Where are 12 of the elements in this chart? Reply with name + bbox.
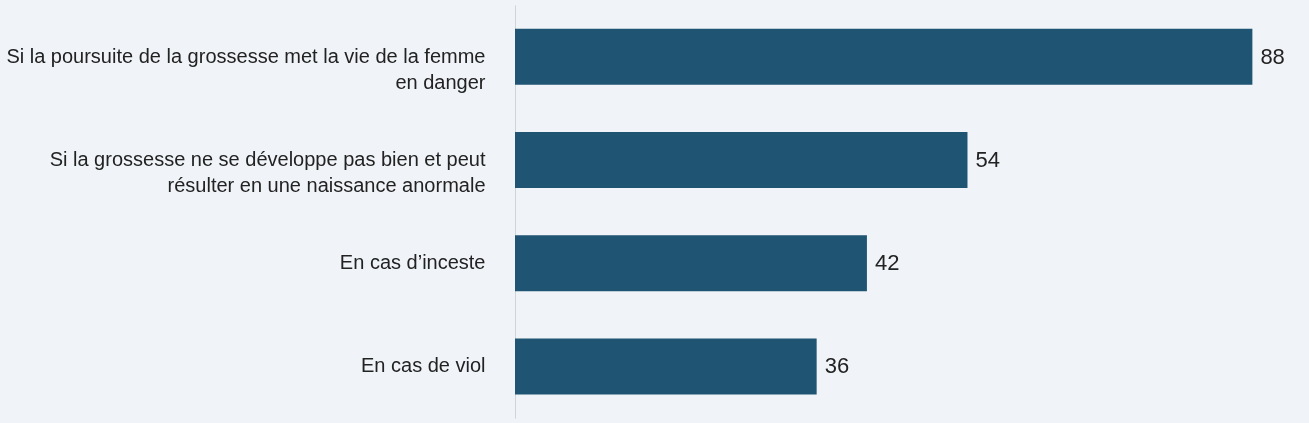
y-tick-label: Si la poursuite de la grossesse met la vie de la femme en danger [6, 44, 486, 93]
y-tick-label: En cas d’inceste [339, 251, 486, 274]
y-tick-label: En cas de viol [360, 354, 486, 377]
data-label: 88 [1260, 43, 1285, 69]
bar [515, 28, 1253, 85]
data-label: 42 [874, 250, 900, 276]
data-label: 54 [975, 146, 1000, 172]
y-tick-label: Si la grossesse ne se développe pas bien et peut résulter en une naissance anormale [49, 147, 486, 196]
bar [515, 338, 817, 395]
bar [515, 131, 968, 188]
bar [515, 235, 867, 292]
data-label: 36 [824, 353, 850, 379]
